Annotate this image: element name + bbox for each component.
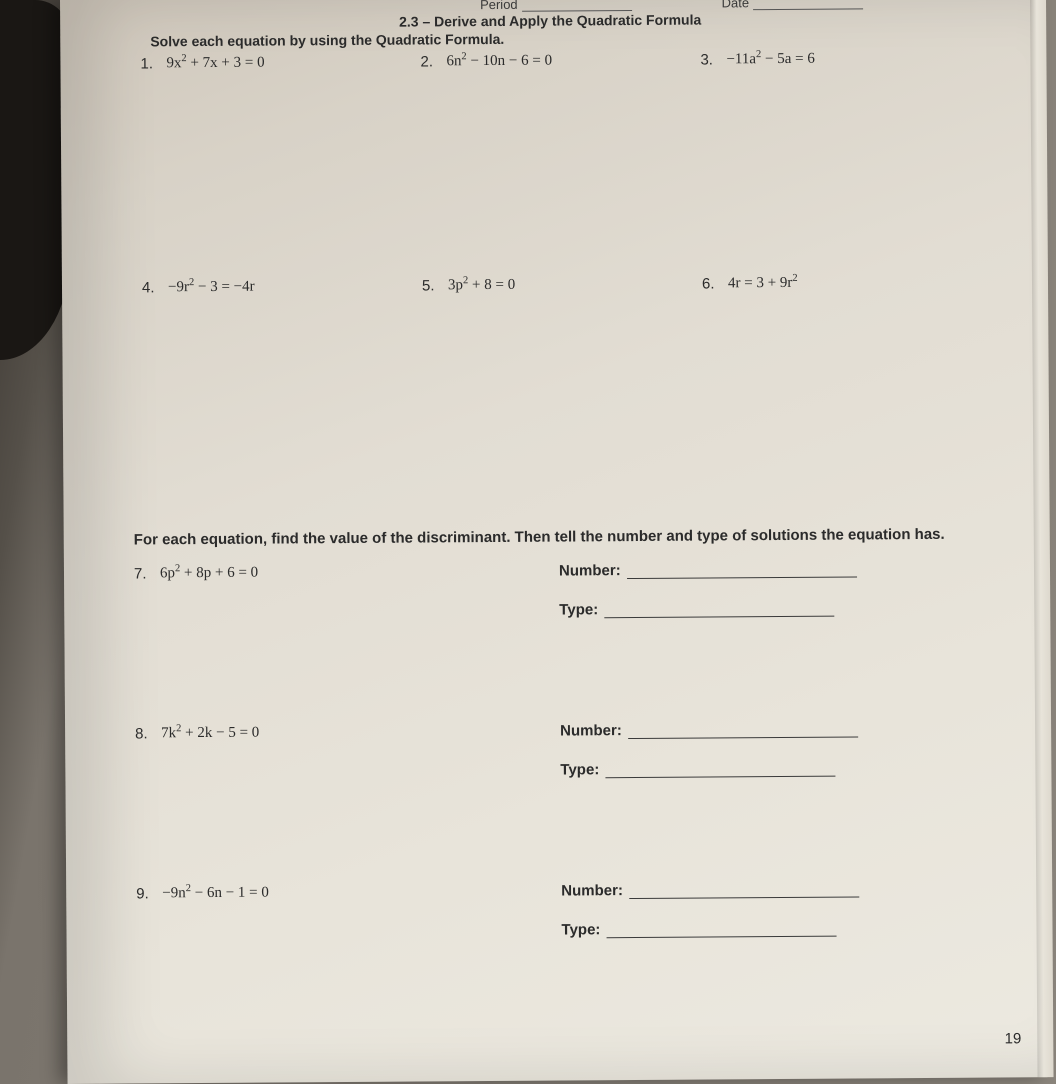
date-label: Date <box>722 0 750 10</box>
period-underline <box>522 0 632 12</box>
number-line: Number: <box>560 720 985 740</box>
discriminant-block-7: 7. 6p2 + 8p + 6 = 0 Number: Type: <box>134 560 985 644</box>
problem-3: 3. −11a2 − 5a = 6 <box>700 50 980 69</box>
problem-equation: −9n2 − 6n − 1 = 0 <box>162 885 269 903</box>
type-line: Type: <box>560 759 985 779</box>
problem-2: 2. 6n2 − 10n − 6 = 0 <box>420 52 700 71</box>
page-stack-edge <box>1030 0 1054 1077</box>
problem-5: 5. 3p2 + 8 = 0 <box>422 276 702 295</box>
number-underline <box>628 721 858 739</box>
number-label: Number: <box>561 882 623 899</box>
problem-equation: 6p2 + 8p + 6 = 0 <box>160 565 258 583</box>
date-underline <box>753 0 863 10</box>
problem-number: 3. <box>700 51 716 68</box>
answer-lines: Number: Type: <box>560 720 986 801</box>
problem-8: 8. 7k2 + 2k − 5 = 0 <box>135 723 560 743</box>
type-line: Type: <box>559 599 984 619</box>
problem-6: 6. 4r = 3 + 9r2 <box>702 274 982 293</box>
number-label: Number: <box>560 722 622 739</box>
problem-number: 2. <box>420 53 436 70</box>
number-line: Number: <box>559 560 984 580</box>
problem-number: 1. <box>140 55 156 72</box>
discriminant-block-9: 9. −9n2 − 6n − 1 = 0 Number: Type: <box>136 880 987 964</box>
number-underline <box>627 561 857 579</box>
problem-equation: 6n2 − 10n − 6 = 0 <box>446 53 552 71</box>
desk-surface: Period Date 2.3 – Derive and Apply the Q… <box>0 0 1056 1084</box>
problem-number: 5. <box>422 277 438 294</box>
worksheet-paper: Period Date 2.3 – Derive and Apply the Q… <box>60 0 1048 1084</box>
instruction-discriminant: For each equation, find the value of the… <box>134 525 1004 548</box>
section-title: 2.3 – Derive and Apply the Quadratic For… <box>60 9 1040 32</box>
problem-row-2: 4. −9r2 − 3 = −4r 5. 3p2 + 8 = 0 6. 4r =… <box>142 274 982 297</box>
problem-equation: 4r = 3 + 9r2 <box>728 275 798 292</box>
type-label: Type: <box>561 921 600 938</box>
type-label: Type: <box>560 761 599 778</box>
problem-number: 6. <box>702 275 718 292</box>
instruction-solve: Solve each equation by using the Quadrat… <box>150 31 504 49</box>
problem-number: 4. <box>142 279 158 296</box>
problem-number: 8. <box>135 725 151 742</box>
type-underline <box>606 921 836 939</box>
discriminant-block-8: 8. 7k2 + 2k − 5 = 0 Number: Type: <box>135 720 986 804</box>
problem-equation: 3p2 + 8 = 0 <box>448 277 515 294</box>
answer-lines: Number: Type: <box>561 880 987 961</box>
type-underline <box>605 761 835 779</box>
problem-1: 1. 9x2 + 7x + 3 = 0 <box>140 53 420 72</box>
period-field: Period <box>480 0 632 12</box>
problem-7: 7. 6p2 + 8p + 6 = 0 <box>134 563 559 583</box>
problem-9: 9. −9n2 − 6n − 1 = 0 <box>136 883 561 903</box>
number-underline <box>629 881 859 899</box>
problem-4: 4. −9r2 − 3 = −4r <box>142 277 422 296</box>
type-line: Type: <box>561 919 986 939</box>
problem-row-1: 1. 9x2 + 7x + 3 = 0 2. 6n2 − 10n − 6 = 0… <box>140 50 980 73</box>
problem-equation: 7k2 + 2k − 5 = 0 <box>161 725 259 743</box>
problem-number: 9. <box>136 885 152 902</box>
problem-equation: 9x2 + 7x + 3 = 0 <box>166 55 264 73</box>
type-label: Type: <box>559 601 598 618</box>
period-label: Period <box>480 0 518 12</box>
page-number: 19 <box>1005 1030 1022 1047</box>
problem-equation: −11a2 − 5a = 6 <box>726 51 815 69</box>
date-field: Date <box>722 0 864 10</box>
type-underline <box>604 601 834 619</box>
problem-number: 7. <box>134 565 150 582</box>
number-line: Number: <box>561 880 986 900</box>
number-label: Number: <box>559 562 621 579</box>
problem-equation: −9r2 − 3 = −4r <box>168 279 255 297</box>
answer-lines: Number: Type: <box>559 560 985 641</box>
